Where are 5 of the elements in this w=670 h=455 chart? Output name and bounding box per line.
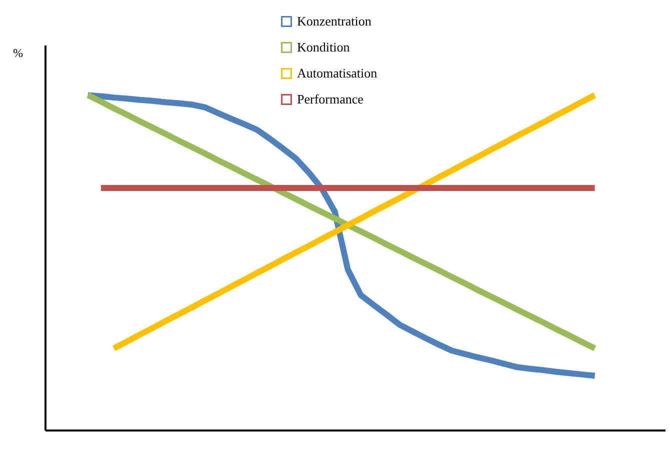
legend-label: Kondition [297,40,350,54]
text: % [13,46,23,60]
legend-label: Performance [297,92,364,106]
legend-label: Konzentration [297,14,372,28]
legend-label: Automatisation [297,66,378,80]
